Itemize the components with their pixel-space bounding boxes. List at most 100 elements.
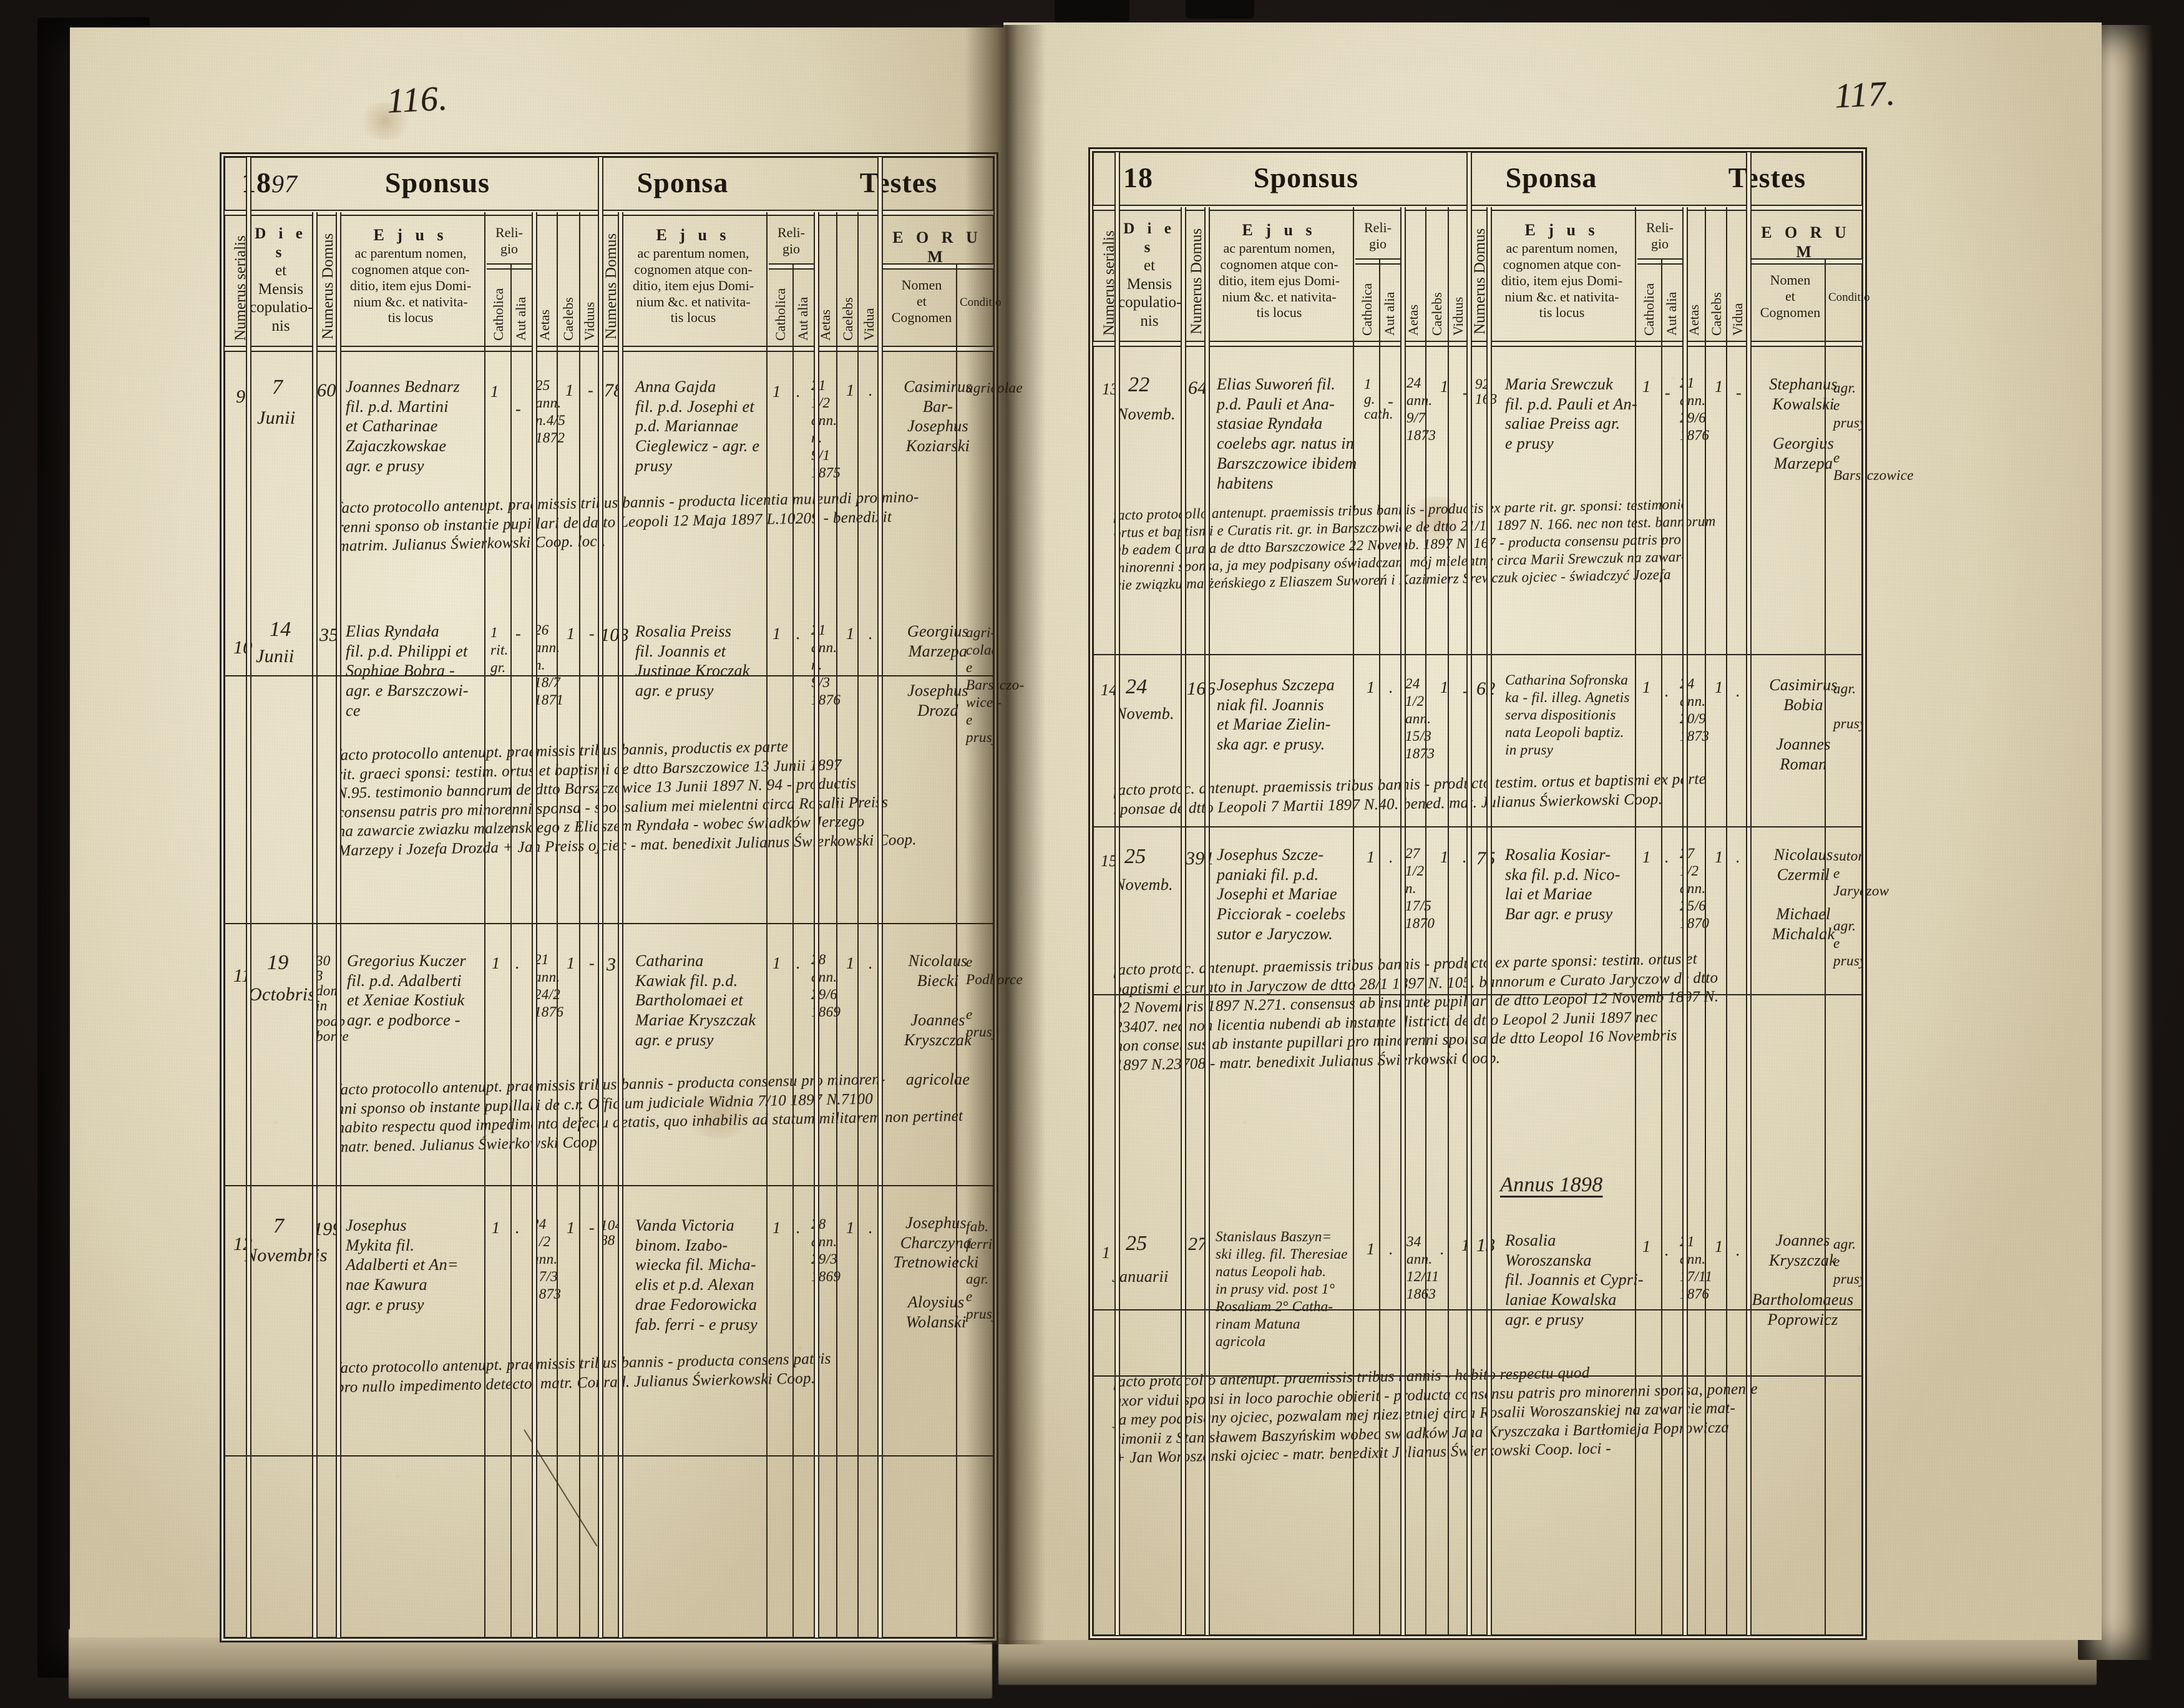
- row-day: 7: [273, 1214, 285, 1237]
- col-conditio-left: Conditio: [960, 296, 1002, 309]
- col-ejus-bride-left: E j u s ac parentum nomen, cognomen atqu…: [632, 226, 754, 326]
- bride-caelebs: 1: [846, 381, 855, 399]
- row-no: 15: [1101, 852, 1118, 870]
- witnesses: Nicolaus Biecki Joannes Kryszczak agrico…: [904, 952, 972, 1089]
- grid-v: [312, 212, 318, 1637]
- row-month: Novemb.: [1116, 705, 1174, 723]
- grid-v: [1400, 207, 1406, 1635]
- row-day: 25: [1124, 845, 1146, 868]
- col-aut-alia-groom-left: Aut alia: [513, 296, 529, 341]
- groom-aetas: 24 1/2 ann. 15/3 1873: [1405, 676, 1435, 762]
- col-numerus-domus-groom-right: Numerus Domus: [1188, 228, 1205, 334]
- bride-caelebs: 1: [846, 625, 855, 643]
- col-catholica-bride-right: Catholica: [1641, 283, 1657, 336]
- bride-caelebs: 1: [846, 954, 855, 972]
- annus-marker: Annus 1898: [1500, 1173, 1603, 1196]
- group-title-sponsus-left: Sponsus: [384, 167, 490, 198]
- eorum-rule: [882, 263, 993, 270]
- col-caelebs-groom-right: Caelebs: [1429, 292, 1445, 336]
- grid-v: [836, 212, 837, 1637]
- eorum-rule: [1751, 258, 1862, 265]
- grid-v: [1825, 260, 1826, 1635]
- grid-v: [618, 212, 623, 1637]
- col-eorum-right: E O R U M: [1761, 223, 1851, 261]
- header-rule: [225, 210, 993, 216]
- col-religio-groom-left: Reli- gio: [495, 225, 523, 256]
- group-title-sponsa-right: Sponsa: [1505, 162, 1597, 193]
- grid-v: [877, 157, 883, 1637]
- right-page-paper: [1003, 22, 2102, 1640]
- bride-caelebs: 1: [1715, 678, 1723, 696]
- religio-rule: [1355, 258, 1400, 265]
- bride-entry: Catharina Kawiak fil. p.d. Bartholomaei …: [635, 952, 756, 1049]
- col-vidua-bride-right: Vidua: [1730, 303, 1745, 336]
- bride-caelebs: 1: [1715, 378, 1723, 396]
- header-rule: [1093, 341, 1862, 347]
- grid-v: [557, 212, 558, 1637]
- bride-house-no: 104 88: [600, 1218, 623, 1249]
- grid-v: [510, 265, 512, 1637]
- witness-conditio: agr. e prusy: [1833, 1236, 1866, 1287]
- bride-caelebs: 1: [1715, 1237, 1723, 1256]
- bride-catholica: 1: [773, 383, 781, 401]
- bride-house-no: 13: [1476, 1234, 1496, 1257]
- grid-v: [857, 212, 859, 1637]
- col-viduus-groom-left: Viduus: [582, 301, 597, 341]
- bride-house-no: 62: [1476, 678, 1496, 701]
- bride-vidua: .: [869, 625, 873, 643]
- groom-aetas: 26 ann. n. 18/7 1871: [534, 622, 564, 708]
- groom-aut-alia: -: [515, 625, 521, 643]
- grid-v: [1466, 152, 1472, 1635]
- row-no: 14: [1101, 681, 1118, 699]
- grid-v: [598, 157, 603, 1637]
- bride-entry: Maria Srewczuk fil. p.d. Pauli et An- sa…: [1505, 375, 1637, 453]
- groom-aetas: 24 ann. 9/7 1873: [1406, 375, 1436, 444]
- grid-v: [1114, 152, 1120, 1635]
- groom-catholica: 1: [1367, 848, 1375, 866]
- bride-aut-alia: .: [796, 954, 801, 972]
- grid-v: [1726, 207, 1727, 1635]
- rig-shadow-right: [1186, 0, 1254, 19]
- witnesses: Nicolaus Czermil Michael Michalak: [1772, 846, 1835, 943]
- col-nomen-cognomen-right: Nomen et Cognomen: [1760, 272, 1821, 320]
- row-day: 22: [1128, 373, 1150, 396]
- row-day: 25: [1126, 1232, 1148, 1255]
- col-religio-bride-right: Reli- gio: [1646, 220, 1674, 251]
- left-page: [70, 27, 1006, 1637]
- bride-vidua: .: [1736, 682, 1740, 700]
- groom-house-no: 64: [1188, 378, 1207, 398]
- bride-aut-alia: .: [1665, 682, 1669, 700]
- groom-aetas: 27 1/2 n. 17/5 1870: [1405, 846, 1435, 932]
- bride-house-no: 3: [607, 954, 617, 975]
- witness-conditio: agr. prusy: [1833, 681, 1866, 732]
- grid-v: [579, 212, 580, 1637]
- row-separator: [225, 675, 993, 676]
- register-table-left: 1897 Sponsus Sponsa Testes Numerus seria…: [220, 152, 1002, 1642]
- groom-catholica: 1: [1367, 1240, 1375, 1258]
- groom-aut-alia: .: [1389, 678, 1393, 696]
- groom-caelebs: 1: [567, 1219, 575, 1237]
- col-aetas-groom-right: Aetas: [1405, 304, 1421, 336]
- groom-viduus: -: [1463, 682, 1468, 700]
- groom-aut-alia: .: [1389, 1240, 1393, 1258]
- left-page-grain: [70, 27, 1006, 1637]
- witness-conditio: agr. e prusy e Barszczowice: [1833, 380, 1914, 483]
- groom-aut-alia: .: [1389, 848, 1393, 866]
- row-month: Novemb.: [1114, 876, 1173, 894]
- groom-caelebs: 1: [567, 625, 575, 643]
- bride-entry: Anna Gajda fil. p.d. Josephi et p.d. Mar…: [635, 378, 760, 475]
- grid-v: [1705, 207, 1706, 1635]
- row-no: 9: [236, 386, 246, 407]
- groom-aut-alia: .: [515, 1219, 520, 1237]
- bride-entry: Rosalia Kosiar- ska fil. p.d. Nico- lai …: [1505, 846, 1621, 924]
- groom-viduus: -: [589, 625, 595, 643]
- bride-aut-alia: .: [1665, 1241, 1669, 1259]
- right-page: [1003, 22, 2102, 1640]
- witnesses: Stephanus Kowalski Georgius Marzepa: [1769, 375, 1838, 472]
- grid-v: [956, 265, 957, 1637]
- groom-house-no: 60: [317, 380, 336, 401]
- year-cell-left: 1897: [241, 167, 298, 198]
- groom-aetas: 21 ann. 24/2 1876: [534, 952, 564, 1020]
- grid-v: [1204, 207, 1210, 1635]
- groom-house-no: 166: [1187, 678, 1216, 699]
